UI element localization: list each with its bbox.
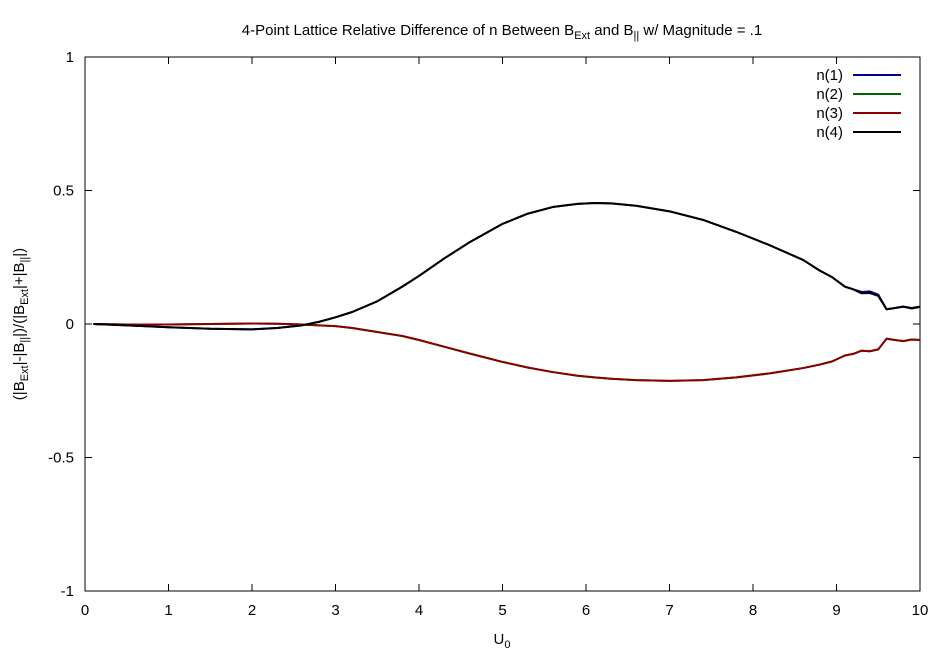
chart-title: 4-Point Lattice Relative Difference of n… bbox=[242, 22, 762, 42]
series-lines bbox=[93, 202, 921, 382]
legend-label: n(3) bbox=[816, 105, 843, 122]
x-axis-ticks: 0 1 2 3 4 5 6 7 8 9 10 bbox=[81, 57, 929, 619]
x-tick-label: 1 bbox=[164, 602, 172, 619]
x-tick-label: 6 bbox=[582, 602, 590, 619]
legend-label: n(2) bbox=[816, 86, 843, 103]
y-tick-label: 0.5 bbox=[53, 183, 74, 200]
series-line-n4 bbox=[93, 202, 921, 331]
x-tick-label: 7 bbox=[665, 602, 673, 619]
x-tick-label: 2 bbox=[248, 602, 256, 619]
x-tick-label: 0 bbox=[81, 602, 89, 619]
x-tick-label: 3 bbox=[331, 602, 339, 619]
x-tick-label: 10 bbox=[912, 602, 929, 619]
y-tick-label: 0 bbox=[66, 316, 74, 333]
y-axis-label: (|BExt|-|B|||)/(|BExt|+|B|||) bbox=[11, 248, 31, 400]
legend-label: n(4) bbox=[816, 124, 843, 141]
x-tick-label: 5 bbox=[498, 602, 506, 619]
y-tick-label: 1 bbox=[66, 49, 74, 66]
x-tick-label: 4 bbox=[415, 602, 423, 619]
x-axis-label: U0 bbox=[494, 631, 511, 651]
legend: n(1) n(2) n(3) n(4) bbox=[816, 67, 901, 141]
legend-label: n(1) bbox=[816, 67, 843, 84]
x-tick-label: 9 bbox=[832, 602, 840, 619]
y-tick-label: -0.5 bbox=[48, 450, 74, 467]
y-tick-label: -1 bbox=[61, 583, 74, 600]
y-axis-ticks: -1 -0.5 0 0.5 1 bbox=[48, 49, 920, 600]
x-tick-label: 8 bbox=[749, 602, 757, 619]
